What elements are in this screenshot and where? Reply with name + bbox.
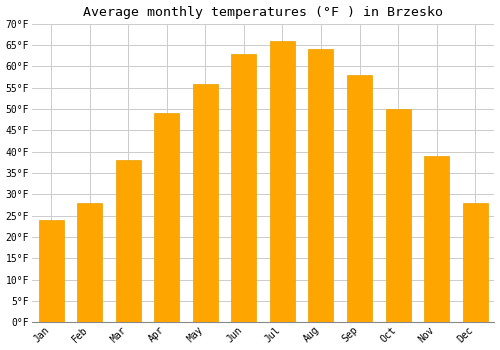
Bar xyxy=(38,220,64,322)
Bar xyxy=(270,41,295,322)
Bar xyxy=(77,203,102,322)
Bar xyxy=(232,54,256,322)
Bar xyxy=(386,109,410,322)
Bar xyxy=(462,203,487,322)
Bar xyxy=(116,160,140,322)
Bar xyxy=(308,49,334,322)
Title: Average monthly temperatures (°F ) in Brzesko: Average monthly temperatures (°F ) in Br… xyxy=(83,6,443,19)
Bar xyxy=(193,84,218,322)
Bar xyxy=(154,113,180,322)
Bar xyxy=(347,75,372,322)
Bar xyxy=(424,156,449,322)
